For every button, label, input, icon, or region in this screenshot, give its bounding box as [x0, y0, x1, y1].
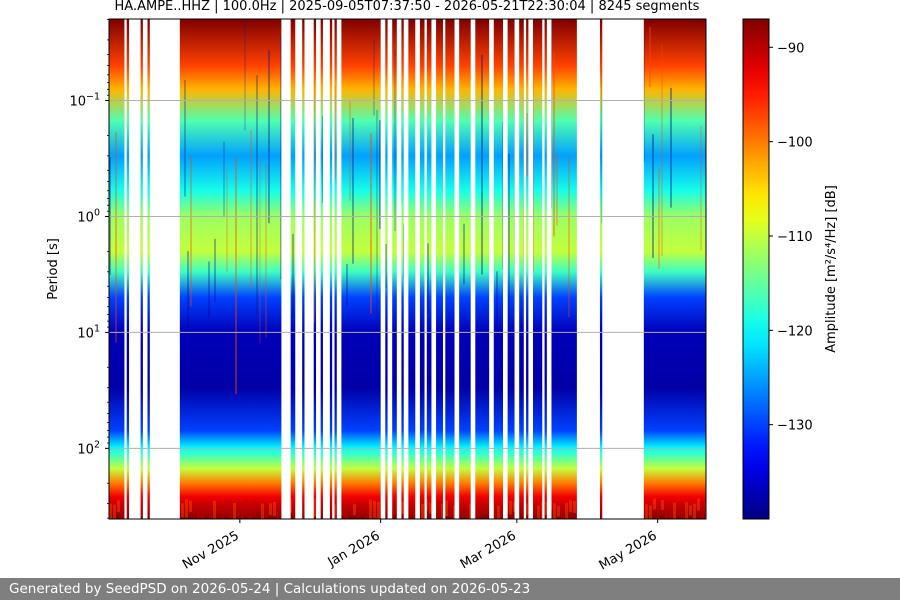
colorbar-tick-label: −100	[777, 136, 813, 151]
colorbar-gradient	[742, 18, 770, 520]
chart-title: HA.AMPE..HHZ | 100.0Hz | 2025-09-05T07:3…	[114, 0, 700, 14]
footer-text: Generated by SeedPSD on 2026-05-24 | Cal…	[9, 581, 531, 597]
x-axis: Nov 2025 Jan 2026 Mar 2026 May 2026	[180, 519, 660, 574]
data-gap	[142, 19, 148, 519]
data-gap	[332, 19, 335, 519]
data-gap	[602, 19, 644, 519]
data-gap	[129, 19, 141, 519]
y-axis: Period [s] 10−1 100 101 102	[46, 19, 109, 519]
data-gap	[424, 19, 427, 519]
data-gap	[542, 19, 545, 519]
data-gap	[380, 19, 386, 519]
data-gap	[470, 19, 476, 519]
data-gap	[316, 19, 321, 519]
x-tick-label: Mar 2026	[458, 528, 519, 572]
colorbar-tick-label: −90	[777, 41, 804, 56]
x-tick-label: May 2026	[597, 528, 660, 573]
spectrogram-chart: Nov 2025 Jan 2026 Mar 2026 May 2026 Period …	[46, 18, 839, 574]
footer-bar: Generated by SeedPSD on 2026-05-24 | Cal…	[0, 578, 900, 600]
data-gap	[304, 19, 314, 519]
data-gap	[523, 19, 527, 519]
data-gap	[514, 19, 520, 519]
data-gap	[576, 19, 600, 519]
data-gap	[415, 19, 420, 519]
colorbar-label: Amplitude [m²/s⁴/Hz] [dB]	[824, 185, 839, 353]
data-gap	[454, 19, 460, 519]
data-gap	[281, 19, 291, 519]
colorbar: −90 −100 −110 −120 −130 Amplitude [m²/s⁴/Hz] …	[742, 18, 839, 520]
data-gap	[295, 19, 303, 519]
data-gap	[336, 19, 342, 519]
data-gap	[396, 19, 402, 519]
data-gap	[503, 19, 508, 519]
data-gap	[322, 19, 330, 519]
y-tick-label: 100	[77, 207, 100, 225]
data-gap	[528, 19, 534, 519]
plot-area	[108, 18, 707, 520]
y-tick-label: 101	[77, 323, 100, 341]
y-tick-label: 10−1	[69, 92, 100, 110]
data-gap	[124, 19, 127, 519]
data-gap	[489, 19, 494, 519]
y-tick-label: 102	[77, 439, 100, 457]
colorbar-tick-label: −120	[777, 324, 813, 339]
x-tick-label: Jan 2026	[325, 528, 383, 570]
data-gap	[546, 19, 552, 519]
data-gap	[431, 19, 437, 519]
plot-frame	[108, 18, 707, 520]
y-axis-label: Period [s]	[46, 238, 61, 300]
colorbar-tick-label: −130	[777, 419, 813, 434]
data-gap	[403, 19, 409, 519]
x-tick-label: Nov 2025	[180, 528, 242, 572]
data-gap	[149, 19, 180, 519]
colorbar-tick-label: −110	[777, 230, 813, 245]
data-gap	[387, 19, 393, 519]
data-gap	[442, 19, 446, 519]
